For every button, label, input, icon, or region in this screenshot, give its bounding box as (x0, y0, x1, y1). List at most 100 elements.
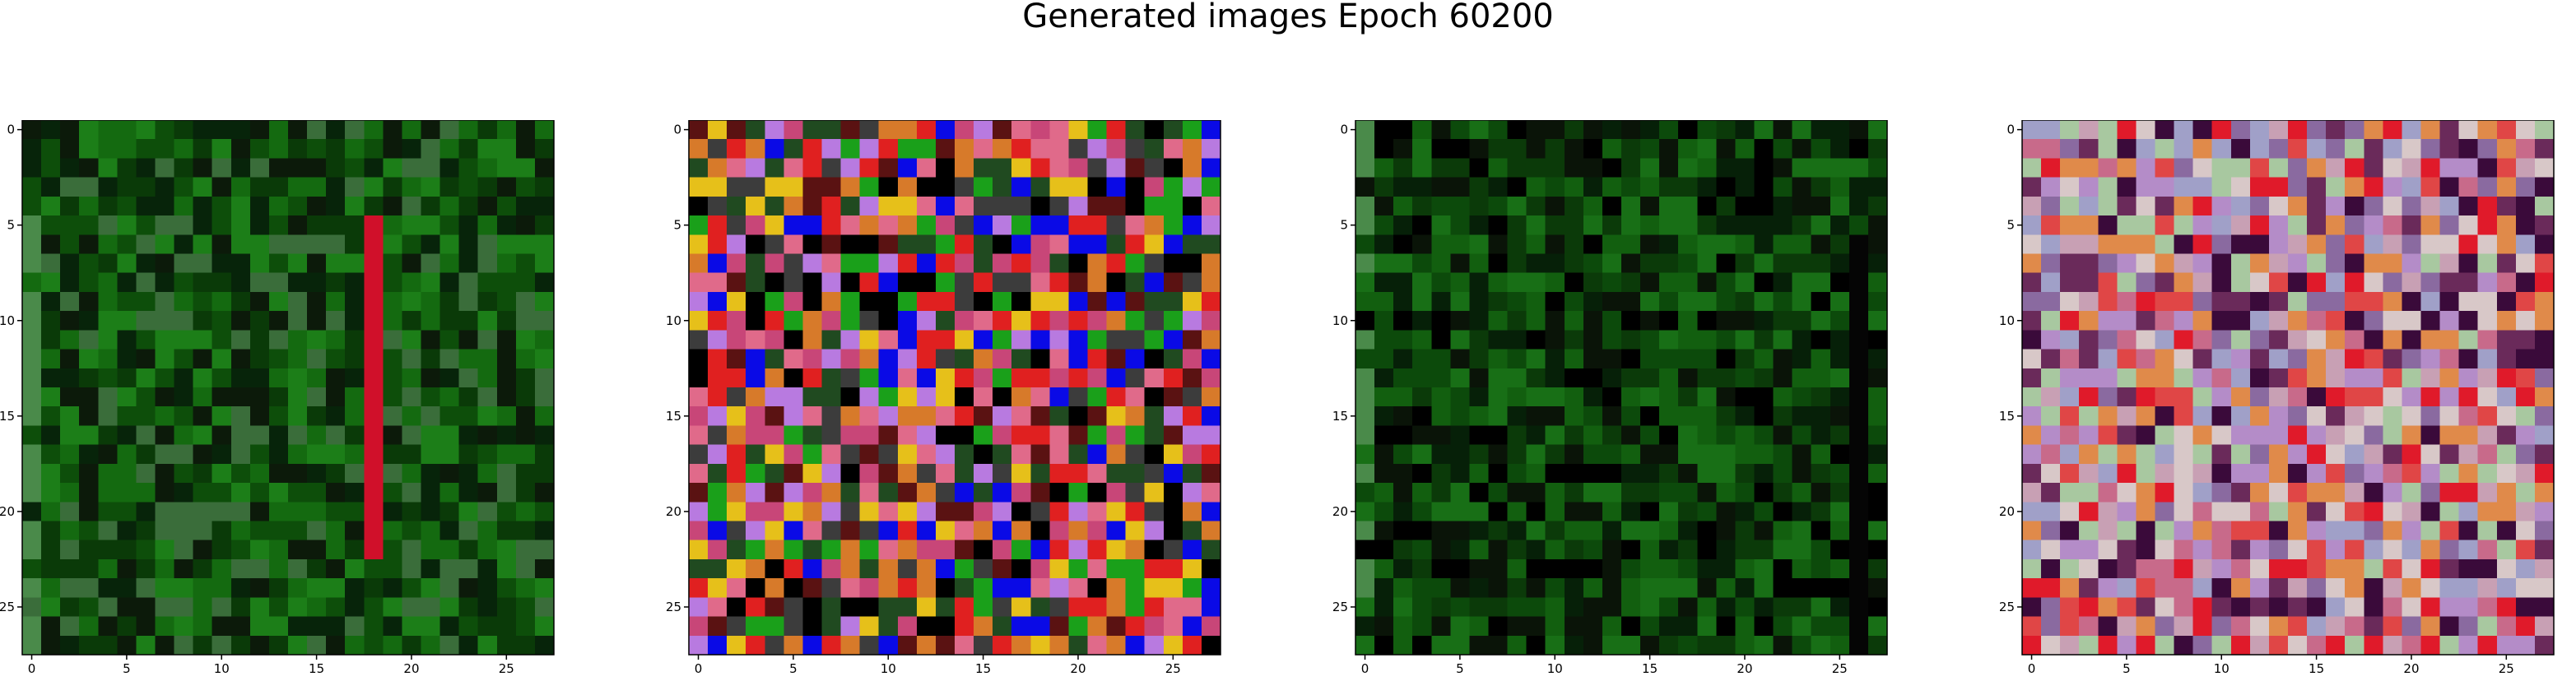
image-pixel (1678, 196, 1698, 216)
image-pixel (955, 368, 974, 388)
image-pixel (1659, 406, 1679, 427)
image-pixel (2288, 215, 2308, 235)
image-pixel (117, 578, 137, 598)
image-pixel (534, 635, 555, 656)
image-pixel (783, 368, 804, 388)
image-pixel (174, 196, 194, 216)
image-pixel (2117, 330, 2137, 350)
image-pixel (1087, 120, 1108, 140)
image-pixel (515, 483, 536, 503)
image-pixel (496, 425, 517, 446)
image-pixel (897, 463, 918, 484)
image-pixel (2439, 635, 2460, 656)
image-pixel (2420, 311, 2441, 331)
image-pixel (2098, 215, 2118, 235)
image-pixel (1412, 158, 1432, 178)
image-pixel (2022, 330, 2042, 350)
image-pixel (1867, 215, 1888, 235)
image-pixel (477, 139, 498, 160)
image-pixel (2477, 387, 2498, 407)
image-pixel (345, 139, 365, 160)
image-pixel (1583, 368, 1603, 388)
image-pixel (783, 234, 804, 255)
image-pixel (496, 387, 517, 407)
image-pixel (2117, 177, 2137, 197)
image-pixel (802, 349, 823, 369)
image-pixel (534, 349, 555, 369)
image-pixel (1811, 234, 1831, 255)
image-pixel (79, 272, 99, 293)
image-pixel (2174, 616, 2194, 637)
image-pixel (402, 158, 422, 178)
image-pixel (1393, 139, 1413, 160)
image-pixel (1507, 540, 1527, 560)
image-pixel (364, 502, 384, 522)
image-pixel (1507, 177, 1527, 197)
image-pixel (2420, 425, 2441, 446)
image-pixel (859, 177, 880, 197)
image-pixel (2364, 521, 2383, 541)
image-pixel (2326, 444, 2346, 465)
image-pixel (364, 196, 384, 216)
image-pixel (383, 425, 403, 446)
image-pixel (1716, 253, 1737, 274)
image-pixel (859, 139, 880, 160)
image-pixel (1431, 444, 1451, 465)
image-pixel (2060, 215, 2080, 235)
image-pixel (1068, 196, 1089, 216)
image-pixel (1106, 616, 1127, 637)
image-pixel (345, 291, 365, 312)
image-pixel (821, 406, 842, 427)
image-pixel (2230, 578, 2251, 598)
image-pixel (859, 425, 880, 446)
image-pixel (326, 349, 346, 369)
image-pixel (1431, 234, 1451, 255)
image-pixel (155, 483, 175, 503)
image-pixel (2477, 502, 2498, 522)
image-pixel (421, 311, 441, 331)
image-pixel (2477, 272, 2498, 293)
image-pixel (1848, 558, 1869, 579)
image-pixel (345, 502, 365, 522)
image-pixel (2534, 558, 2555, 579)
image-pixel (993, 253, 1012, 274)
image-pixel (2477, 234, 2498, 255)
image-pixel (174, 521, 194, 541)
image-pixel (783, 120, 804, 140)
image-pixel (2458, 558, 2479, 579)
image-pixel (1355, 139, 1375, 160)
image-pixel (1545, 444, 1565, 465)
image-pixel (1068, 368, 1089, 388)
image-pixel (1697, 177, 1717, 197)
image-pixel (1393, 635, 1413, 656)
image-pixel (2439, 196, 2460, 216)
image-pixel (689, 368, 709, 388)
image-pixel (1867, 234, 1888, 255)
image-pixel (2534, 196, 2555, 216)
image-pixel (2420, 578, 2441, 598)
image-pixel (1678, 272, 1698, 293)
image-pixel (2326, 483, 2346, 503)
image-pixel (821, 311, 842, 331)
image-pixel (1068, 406, 1089, 427)
image-pixel (1735, 196, 1755, 216)
image-pixel (689, 463, 709, 484)
image-pixel (439, 406, 460, 427)
image-pixel (1068, 120, 1089, 140)
image-pixel (1602, 158, 1622, 178)
image-pixel (2477, 540, 2498, 560)
image-pixel (1602, 502, 1622, 522)
image-pixel (840, 483, 861, 503)
image-pixel (288, 177, 308, 197)
image-pixel (1830, 444, 1850, 465)
image-pixel (1678, 463, 1698, 484)
image-pixel (1773, 540, 1793, 560)
image-pixel (840, 234, 861, 255)
image-pixel (1867, 387, 1888, 407)
image-pixel (2098, 368, 2118, 388)
image-pixel (230, 425, 251, 446)
image-pixel (1735, 158, 1755, 178)
image-pixel (117, 444, 137, 465)
image-pixel (307, 463, 327, 484)
image-pixel (2155, 616, 2175, 637)
